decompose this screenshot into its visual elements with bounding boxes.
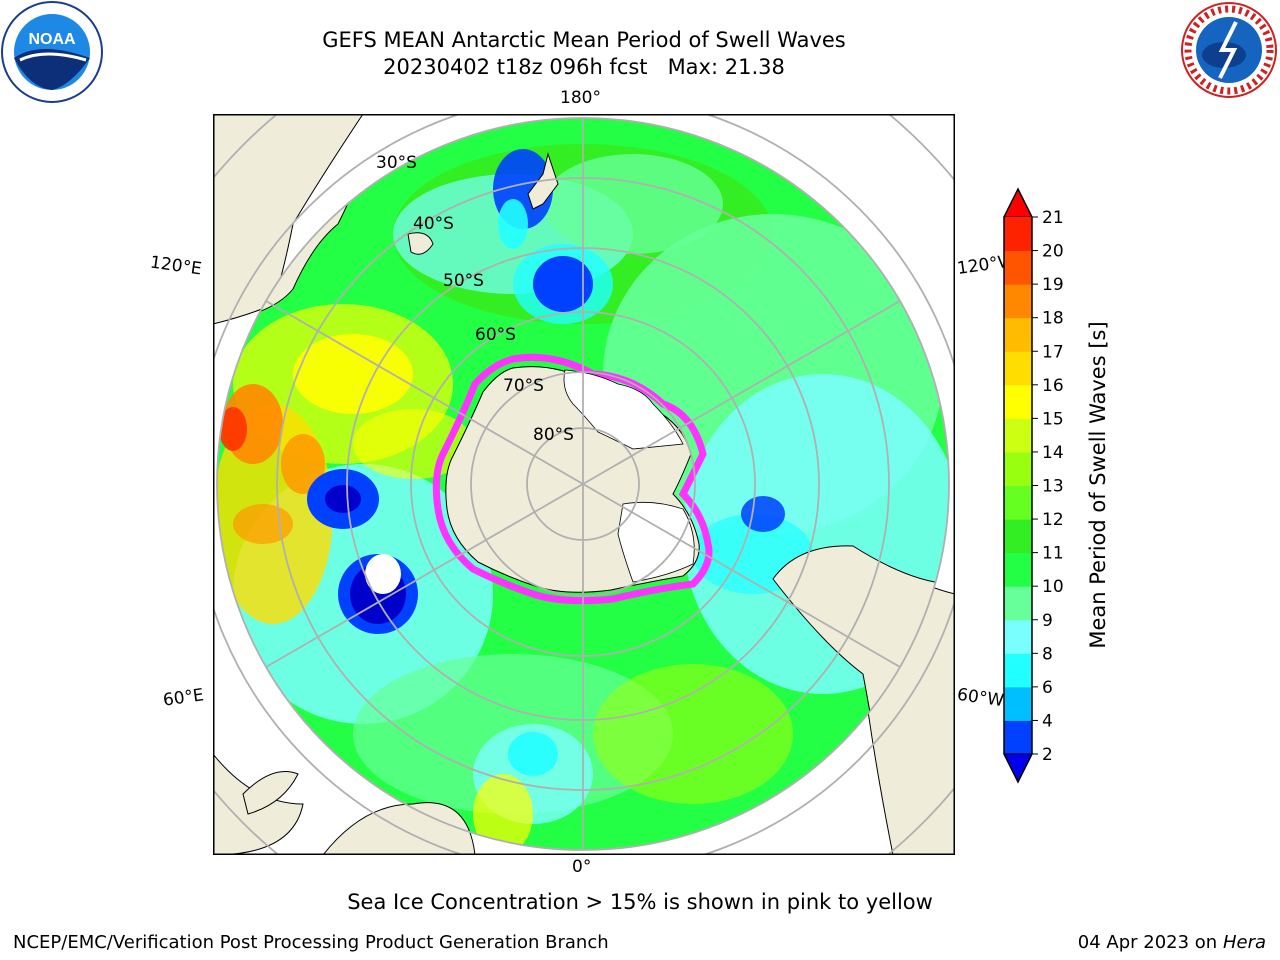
chart-subtitle: 20230402 t18z 096h fcst Max: 21.38 [383, 55, 785, 79]
colorbar-segment [1004, 686, 1032, 721]
colorbar-segment [1004, 250, 1032, 285]
colorbar-tick-label: 4 [1042, 711, 1053, 731]
madagascar-land [242, 771, 299, 815]
colorbar-tick-label: 14 [1042, 443, 1064, 463]
noaa-logo: NOAA [0, 0, 105, 105]
colorbar-tick-label: 6 [1042, 678, 1053, 698]
colorbar-tick-label: 17 [1042, 342, 1064, 362]
colorbar-segment [1004, 284, 1032, 319]
date-value: 04 Apr 2023 on [1077, 932, 1218, 953]
ross-ice-shelf [563, 369, 684, 450]
lon-label-180: 180° [560, 88, 601, 108]
date-text: 04 Apr 2023 on Hera [1078, 932, 1266, 953]
colorbar-segment [1004, 317, 1032, 352]
lon-label-0: 0° [572, 857, 592, 877]
colorbar-segment [1004, 519, 1032, 554]
colorbar: 2 4 6 8 9 10 11 12 13 14 15 16 17 18 19 20 21 [1003, 187, 1064, 784]
colorbar-tick-label: 18 [1042, 309, 1064, 329]
lat-label-80: 80°S [533, 425, 574, 445]
colorbar-tick-label: 11 [1042, 544, 1064, 564]
lat-label-40: 40°S [413, 214, 454, 234]
lon-label-120e: 120°E [148, 252, 203, 280]
new-zealand-land [527, 152, 559, 210]
colorbar-tick-label: 13 [1042, 477, 1064, 497]
colorbar-tick-label: 20 [1042, 242, 1064, 262]
polar-map: 30°S 40°S 50°S 60°S 70°S 80°S [213, 114, 955, 855]
colorbar-tick-label: 19 [1042, 275, 1064, 295]
colorbar-segment [1004, 653, 1032, 688]
colorbar-tick-label: 12 [1042, 510, 1064, 530]
colorbar-label: Mean Period of Swell Waves [s] [1086, 321, 1110, 649]
colorbar-tick-label: 15 [1042, 409, 1064, 429]
colorbar-tick-label: 2 [1042, 745, 1053, 765]
lon-label-60e: 60°E [161, 685, 206, 711]
colorbar-segment [1004, 552, 1032, 587]
sea-ice-edge [432, 353, 713, 605]
colorbar-tick-label: 16 [1042, 376, 1064, 396]
nws-logo [1178, 0, 1280, 100]
weddell-ice-shelf [617, 501, 695, 583]
colorbar-segment [1004, 384, 1032, 419]
colorbar-segment [1004, 217, 1032, 252]
colorbar-tick-label: 21 [1042, 208, 1064, 228]
colorbar-segment [1004, 586, 1032, 621]
noaa-logo-text: NOAA [28, 31, 76, 48]
colorbar-segment [1004, 619, 1032, 654]
colorbar-tick-label: 8 [1042, 644, 1053, 664]
colorbar-over-triangle [1003, 187, 1033, 218]
australia-land [213, 114, 364, 325]
lat-label-70: 70°S [503, 376, 544, 396]
chart-title: GEFS MEAN Antarctic Mean Period of Swell… [322, 28, 846, 52]
colorbar-segment [1004, 418, 1032, 453]
tasmania-land [407, 232, 434, 255]
colorbar-tick-label: 10 [1042, 577, 1064, 597]
host-name: Hera [1222, 932, 1266, 953]
lat-label-30: 30°S [376, 153, 417, 173]
colorbar-tick-label: 9 [1042, 611, 1053, 631]
colorbar-segment [1004, 485, 1032, 520]
lat-label-60: 60°S [475, 325, 516, 345]
colorbar-segment [1004, 351, 1032, 386]
lat-label-50: 50°S [443, 271, 484, 291]
sea-ice-note: Sea Ice Concentration > 15% is shown in … [347, 890, 933, 914]
credit-text: NCEP/EMC/Verification Post Processing Pr… [13, 932, 609, 953]
colorbar-segment [1004, 451, 1032, 486]
colorbar-segment [1004, 720, 1032, 755]
colorbar-under-triangle [1003, 753, 1033, 784]
